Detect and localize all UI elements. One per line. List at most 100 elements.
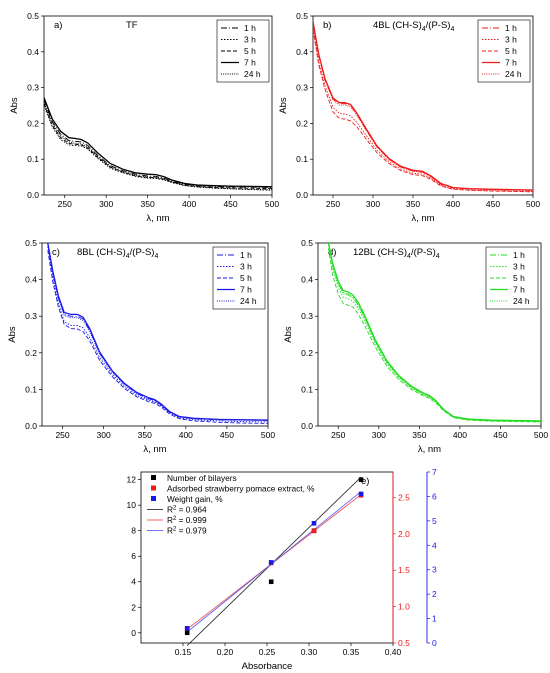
series-line-7h (327, 243, 541, 422)
legend-label: 5 h (505, 46, 517, 56)
series-line-3h (47, 246, 268, 423)
data-point-3 (184, 626, 190, 631)
x-axis-label: Absorbance (242, 661, 293, 672)
x-tick-label: 500 (261, 430, 275, 440)
x-tick-label: 500 (265, 199, 279, 209)
y-tick-label: 0.3 (25, 311, 37, 321)
y-tick-label: 0.3 (301, 311, 313, 321)
y-left-tick-label: 10 (127, 500, 137, 510)
y-axis-label: Abs (7, 326, 18, 343)
y-tick-label: 0.1 (25, 384, 37, 394)
x-tick-label: 350 (406, 199, 420, 209)
legend-label: R2 = 0.979 (167, 526, 207, 536)
x-tick-label: 450 (493, 430, 507, 440)
legend-marker (151, 485, 156, 491)
x-axis-label: λ, nm (146, 213, 169, 224)
y-red-tick-label: 1.0 (398, 602, 410, 612)
x-tick-label: 300 (366, 199, 380, 209)
y-tick-label: 0.5 (301, 238, 313, 248)
uv-spectra-panel-4: 250 300 350 400 450 500 0.0 0.1 0.2 0.3 0.4 0.5 λ, n… (283, 238, 548, 455)
legend-label: 24 h (505, 69, 522, 79)
data-point-3 (358, 491, 364, 497)
legend-box (216, 19, 270, 83)
x-tick-label: 0.25 (259, 647, 276, 657)
x-tick-label: 300 (372, 430, 386, 440)
y-tick-label: 0.0 (25, 421, 37, 431)
y-tick-label: 0.2 (296, 118, 308, 128)
legend-label: 1 h (240, 250, 252, 260)
x-tick-label: 400 (179, 430, 193, 440)
x-tick-label: 400 (446, 199, 460, 209)
y-tick-label: 0.1 (301, 384, 313, 394)
y-tick-label: 0.4 (296, 47, 308, 57)
panel-label: a) (54, 20, 62, 31)
y-red-tick-label: 0.5 (398, 638, 410, 648)
x-tick-label: 450 (486, 199, 500, 209)
y-tick-label: 0.0 (301, 421, 313, 431)
y-left-tick-label: 6 (131, 551, 136, 561)
x-tick-label: 500 (526, 199, 540, 209)
y-left-tick-label: 4 (131, 577, 136, 587)
x-tick-label: 350 (141, 199, 155, 209)
legend-label: Number of bilayers (167, 473, 237, 483)
y-tick-label: 0.0 (296, 190, 308, 200)
x-tick-label: 300 (97, 430, 111, 440)
plot-frame (312, 15, 534, 196)
series-line-5h (47, 250, 268, 424)
legend-box (477, 19, 531, 83)
fit-line-3 (186, 491, 362, 633)
legend-label: R2 = 0.964 (167, 505, 207, 515)
x-tick-label: 300 (99, 199, 113, 209)
y-tick-label: 0.4 (301, 275, 313, 285)
series-line-1h (44, 99, 272, 188)
x-axis-label: λ, nm (418, 444, 441, 455)
legend-label: 7 h (244, 58, 256, 68)
panel-title: TF (126, 20, 138, 31)
x-tick-label: 400 (453, 430, 467, 440)
y-tick-label: 0.4 (27, 47, 39, 57)
uv-spectra-panel-1: 250 300 350 400 450 500 0.0 0.1 0.2 0.3 0.4 0.5 λ, n… (9, 11, 279, 224)
y-blue-tick-label: 0 (432, 638, 437, 648)
x-tick-label: 250 (326, 199, 340, 209)
y-tick-label: 0.1 (27, 154, 39, 164)
y-left-tick-label: 2 (131, 602, 136, 612)
x-tick-label: 350 (138, 430, 152, 440)
y-axis-label: Abs (9, 97, 20, 114)
legend-label: 3 h (244, 35, 256, 45)
legend-label: 7 h (240, 285, 252, 295)
legend-label: 24 h (513, 296, 530, 306)
y-blue-tick-label: 2 (432, 589, 437, 599)
panel-title: 4BL (CH-S)4/(P-S)4 (373, 20, 454, 33)
x-tick-label: 500 (534, 430, 548, 440)
legend-label: 5 h (240, 273, 252, 283)
y-red-tick-label: 2.5 (398, 492, 410, 502)
series-line-24h (313, 22, 533, 191)
data-point-1 (268, 579, 274, 585)
x-tick-label: 0.40 (385, 647, 402, 657)
panel-label: c) (52, 247, 60, 258)
data-point-3 (268, 560, 274, 565)
legend-marker (151, 496, 156, 501)
x-axis-label: λ, nm (143, 444, 166, 455)
data-point-1 (358, 477, 364, 482)
panel-title: 8BL (CH-S)4/(P-S)4 (77, 247, 158, 260)
x-tick-label: 450 (223, 199, 237, 209)
y-blue-tick-label: 3 (432, 565, 437, 575)
y-blue-tick-label: 5 (432, 516, 437, 526)
plot-frame (41, 242, 269, 427)
y-blue-tick-label: 7 (432, 467, 437, 477)
legend-box (485, 246, 539, 310)
panel-label: d) (328, 247, 336, 258)
data-point-3 (311, 521, 317, 526)
y-tick-label: 0.5 (27, 11, 39, 21)
series-line-5h (44, 103, 272, 190)
legend-label: 1 h (513, 250, 525, 260)
panel-label: b) (323, 20, 331, 31)
y-red-tick-label: 1.5 (398, 565, 410, 575)
y-tick-label: 0.1 (296, 154, 308, 164)
legend-label: 5 h (513, 273, 525, 283)
uv-spectra-panel-2: 250 300 350 400 450 500 0.0 0.1 0.2 0.3 0.4 0.5 λ, n… (278, 11, 540, 224)
y-tick-label: 0.5 (296, 11, 308, 21)
y-blue-tick-label: 1 (432, 614, 437, 624)
